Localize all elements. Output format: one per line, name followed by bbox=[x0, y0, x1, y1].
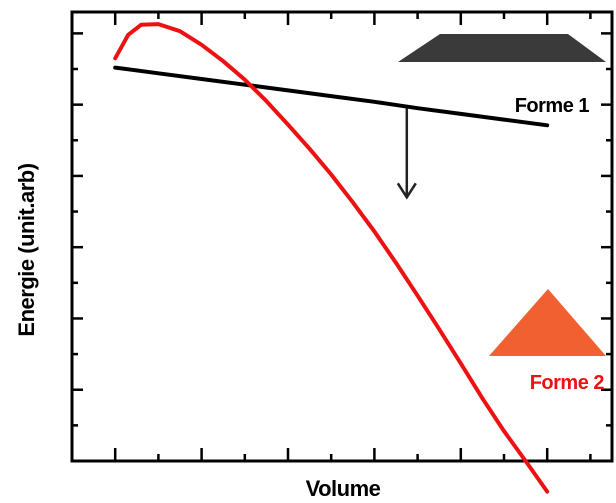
axis-ticks bbox=[72, 12, 612, 461]
x-axis-title: Volume bbox=[306, 476, 381, 501]
plot-border bbox=[70, 10, 614, 463]
plot-frame bbox=[70, 10, 614, 463]
trapezoid-icon bbox=[398, 34, 606, 62]
arrow-head bbox=[396, 182, 417, 200]
series-label-forme-2: Forme 2 bbox=[530, 372, 605, 394]
series-layer bbox=[113, 22, 550, 494]
series-line-2 bbox=[113, 22, 550, 494]
shape-icons bbox=[398, 34, 606, 356]
arrow-down-icon bbox=[396, 108, 417, 200]
series-line-1 bbox=[113, 65, 550, 128]
triangle-icon bbox=[489, 289, 606, 356]
annotations bbox=[396, 108, 417, 200]
y-axis-title: Energie (unit.arb) bbox=[14, 163, 39, 336]
series-label-forme-1: Forme 1 bbox=[515, 95, 590, 117]
